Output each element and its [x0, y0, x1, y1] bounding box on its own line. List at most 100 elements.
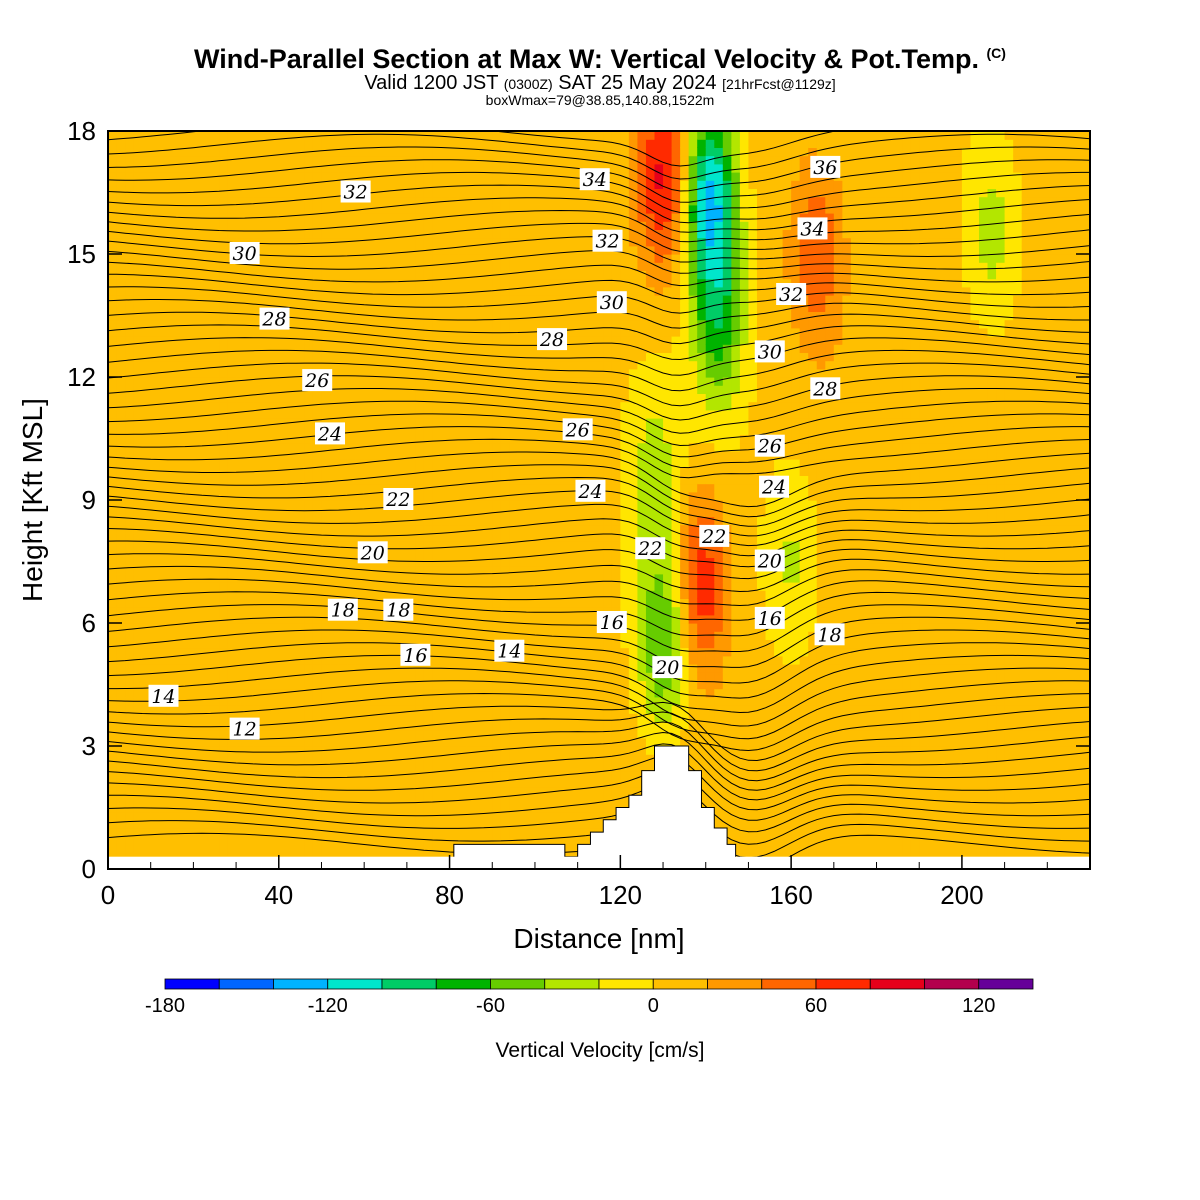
velocity-cell — [330, 352, 340, 362]
velocity-cell — [441, 606, 451, 616]
velocity-cell — [466, 819, 476, 829]
velocity-cell — [389, 163, 399, 173]
velocity-cell — [159, 319, 169, 329]
velocity-cell — [261, 172, 271, 181]
velocity-cell — [381, 729, 391, 739]
velocity-cell — [492, 778, 502, 788]
velocity-cell — [449, 352, 459, 362]
velocity-cell — [167, 491, 177, 501]
velocity-cell — [227, 639, 237, 649]
velocity-cell — [167, 819, 177, 829]
velocity-cell — [236, 754, 246, 763]
velocity-cell — [509, 360, 519, 370]
velocity-cell — [432, 270, 442, 280]
velocity-cell — [483, 787, 493, 796]
velocity-cell — [509, 746, 519, 755]
velocity-cell — [295, 532, 305, 542]
velocity-cell — [304, 623, 314, 632]
velocity-cell — [483, 483, 493, 493]
velocity-cell — [466, 139, 476, 148]
velocity-cell — [475, 598, 485, 608]
velocity-cell — [295, 819, 305, 829]
velocity-cell — [108, 475, 118, 485]
velocity-cell — [133, 254, 143, 263]
velocity-cell — [492, 237, 502, 247]
velocity-cell — [552, 270, 562, 280]
velocity-cell — [312, 311, 323, 321]
velocity-cell — [330, 672, 340, 681]
velocity-cell — [364, 270, 374, 280]
velocity-cell — [552, 778, 562, 788]
velocity-cell — [227, 295, 237, 304]
velocity-cell — [133, 737, 143, 747]
velocity-cell — [432, 573, 442, 583]
velocity-cell — [253, 746, 263, 755]
velocity-cell — [184, 524, 194, 534]
velocity-cell — [244, 377, 254, 386]
velocity-cell — [227, 557, 237, 567]
velocity-cell — [184, 491, 194, 501]
velocity-cell — [441, 483, 451, 493]
velocity-cell — [167, 483, 177, 493]
velocity-cell — [415, 770, 425, 780]
velocity-cell — [304, 286, 314, 296]
velocity-cell — [116, 352, 126, 362]
velocity-cell — [295, 327, 305, 337]
velocity-cell — [193, 541, 203, 550]
velocity-cell — [330, 368, 340, 378]
velocity-cell — [150, 647, 160, 657]
velocity-cell — [125, 163, 135, 173]
velocity-cell — [193, 664, 203, 673]
velocity-cell — [133, 418, 143, 427]
velocity-cell — [466, 213, 476, 222]
velocity-cell — [253, 336, 263, 345]
velocity-cell — [449, 721, 459, 731]
velocity-cell — [210, 532, 220, 542]
velocity-cell — [295, 811, 305, 821]
velocity-cell — [569, 655, 579, 665]
velocity-cell — [364, 254, 374, 263]
velocity-cell — [295, 459, 305, 468]
velocity-cell — [116, 163, 126, 173]
velocity-cell — [142, 508, 152, 517]
velocity-cell — [244, 196, 254, 206]
velocity-cell — [509, 541, 519, 550]
velocity-cell — [492, 631, 502, 640]
velocity-cell — [449, 524, 459, 534]
velocity-cell — [483, 377, 493, 386]
velocity-cell — [423, 819, 434, 829]
velocity-cell — [125, 746, 135, 755]
velocity-cell — [261, 639, 271, 649]
velocity-cell — [534, 828, 545, 837]
velocity-cell — [483, 303, 493, 312]
velocity-cell — [287, 401, 297, 411]
velocity-cell — [142, 131, 152, 140]
velocity-cell — [517, 188, 528, 198]
velocity-cell — [364, 147, 374, 157]
velocity-cell — [475, 516, 485, 526]
velocity-cell — [142, 573, 152, 583]
velocity-cell — [219, 270, 229, 280]
velocity-cell — [441, 311, 451, 321]
velocity-cell — [432, 803, 442, 813]
velocity-cell — [184, 459, 194, 468]
velocity-cell — [304, 836, 314, 845]
velocity-cell — [338, 278, 348, 288]
velocity-cell — [304, 311, 314, 321]
velocity-cell — [253, 311, 263, 321]
velocity-cell — [321, 393, 331, 403]
velocity-cell — [227, 426, 237, 435]
velocity-cell — [330, 778, 340, 788]
velocity-cell — [201, 172, 212, 181]
velocity-cell — [415, 237, 425, 247]
velocity-cell — [133, 229, 143, 239]
velocity-cell — [543, 131, 553, 140]
velocity-cell — [569, 623, 579, 632]
velocity-cell — [500, 705, 510, 714]
velocity-cell — [167, 147, 177, 157]
velocity-cell — [449, 746, 459, 755]
velocity-cell — [116, 286, 126, 296]
velocity-cell — [543, 237, 553, 247]
velocity-cell — [415, 508, 425, 517]
velocity-cell — [270, 582, 280, 591]
